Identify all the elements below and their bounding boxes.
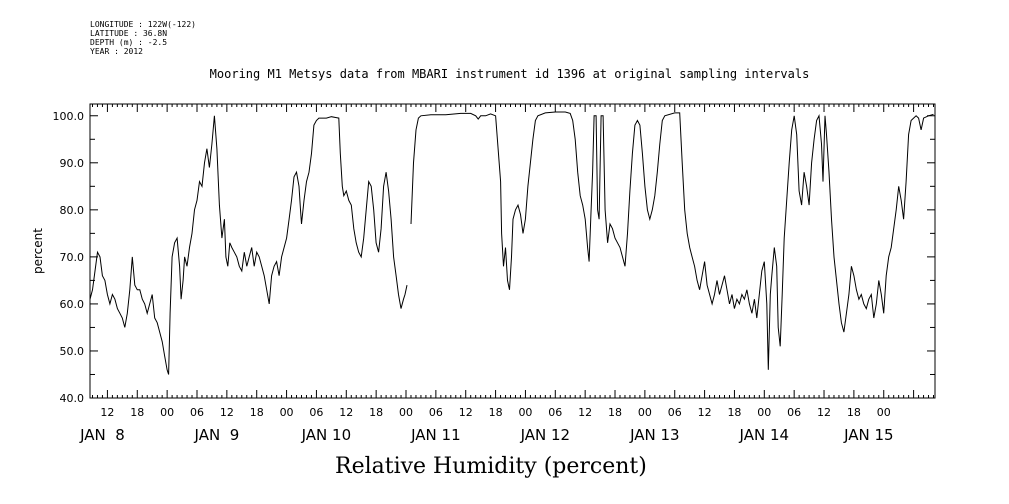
x-tick-label: 06 (548, 406, 562, 419)
x-tick-label: 12 (459, 406, 473, 419)
x-tick-label: 06 (190, 406, 204, 419)
x-tick-label: 12 (578, 406, 592, 419)
date-label: JAN 8 (79, 426, 125, 444)
date-label: JAN 11 (410, 426, 461, 444)
date-label: JAN 9 (194, 426, 240, 444)
x-tick-label: 06 (668, 406, 682, 419)
series-line (89, 115, 408, 375)
x-tick-label: 00 (280, 406, 294, 419)
x-tick-label: 18 (608, 406, 622, 419)
x-tick-label: 18 (489, 406, 503, 419)
longitude-text: LONGITUDE : 122W(-122) (90, 20, 196, 29)
y-tick-label: 40.0 (60, 392, 85, 405)
x-tick-label: 00 (518, 406, 532, 419)
y-tick-label: 60.0 (60, 298, 85, 311)
station-metadata: LONGITUDE : 122W(-122) LATITUDE : 36.8N … (90, 20, 196, 56)
x-tick-label: 12 (339, 406, 353, 419)
plot-frame (89, 103, 936, 399)
series-line (410, 111, 934, 370)
x-tick-label: 12 (698, 406, 712, 419)
x-tick-label: 00 (638, 406, 652, 419)
x-tick-label: 12 (100, 406, 114, 419)
x-tick-label: 18 (727, 406, 741, 419)
y-tick-label: 70.0 (60, 251, 85, 264)
x-tick-label: 18 (130, 406, 144, 419)
x-axis-caption: Relative Humidity (percent) (335, 454, 647, 479)
year-text: YEAR : 2012 (90, 47, 143, 56)
x-tick-label: 06 (787, 406, 801, 419)
x-tick-label: 00 (399, 406, 413, 419)
y-tick-label: 100.0 (53, 110, 85, 123)
date-label: JAN 12 (520, 426, 571, 444)
date-label: JAN 10 (301, 426, 352, 444)
date-label: JAN 15 (843, 426, 894, 444)
date-label: JAN 14 (739, 426, 790, 444)
chart-title: Mooring M1 Metsys data from MBARI instru… (209, 67, 810, 81)
y-tick-label: 80.0 (60, 204, 85, 217)
x-tick-label: 12 (220, 406, 234, 419)
x-tick-label: 00 (877, 406, 891, 419)
x-tick-label: 12 (817, 406, 831, 419)
x-tick-label: 00 (757, 406, 771, 419)
y-axis-label: percent (31, 228, 45, 274)
depth-text: DEPTH (m) : -2.5 (90, 38, 168, 47)
x-tick-label: 06 (429, 406, 443, 419)
date-label: JAN 13 (629, 426, 680, 444)
latitude-text: LATITUDE : 36.8N (90, 29, 168, 38)
y-tick-label: 90.0 (60, 157, 85, 170)
x-tick-label: 00 (160, 406, 174, 419)
x-tick-label: 18 (250, 406, 264, 419)
x-tick-label: 18 (369, 406, 383, 419)
x-tick-label: 18 (847, 406, 861, 419)
y-tick-label: 50.0 (60, 345, 85, 358)
x-tick-label: 06 (309, 406, 323, 419)
